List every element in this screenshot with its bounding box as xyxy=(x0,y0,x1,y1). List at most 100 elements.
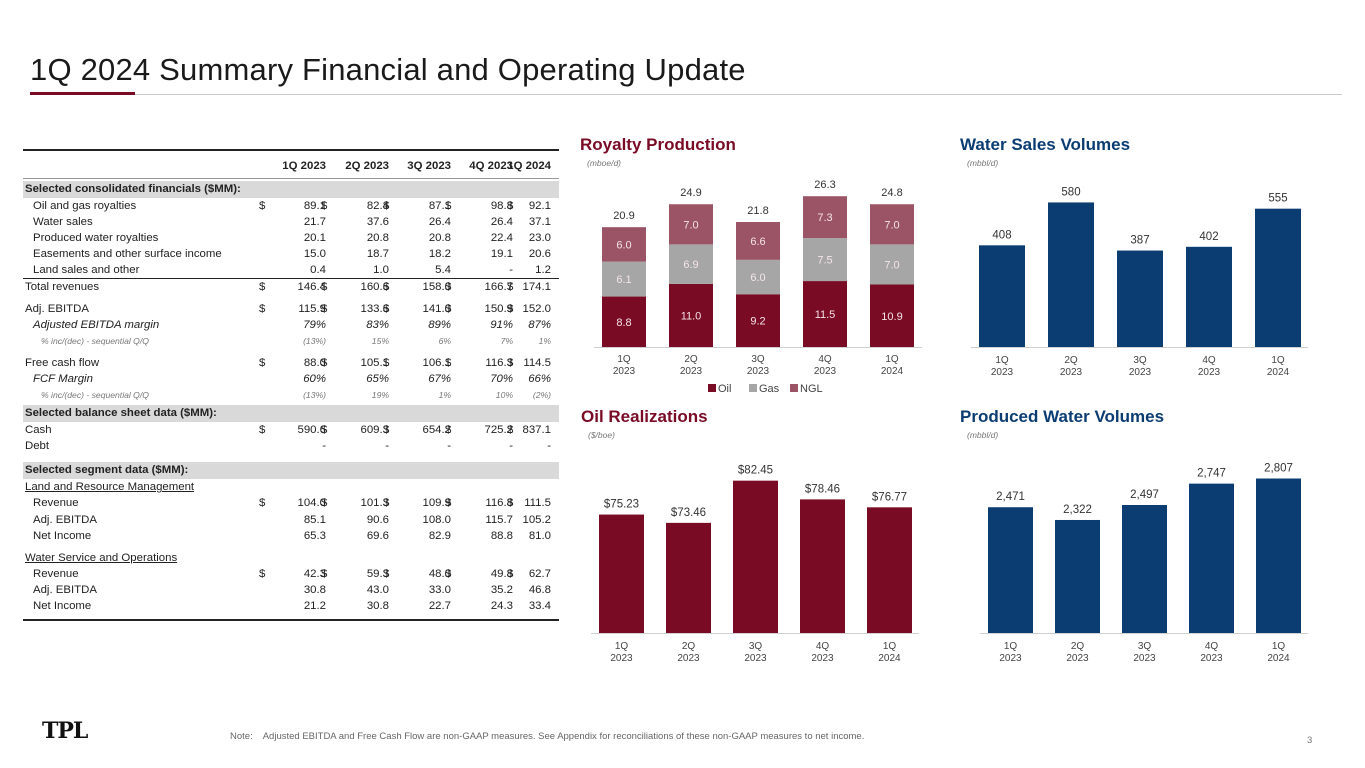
currency-symbol: $ xyxy=(259,356,266,369)
value-cell: 111.5 xyxy=(524,497,551,510)
currency-symbol: $ xyxy=(507,200,514,212)
row-label: Net Income xyxy=(33,599,92,612)
water-sales-volumes-chart: Water Sales Volumes (mbbl/d) 408 1Q 2023 58… xyxy=(960,135,1320,385)
value-cell: 89.1 xyxy=(303,200,326,212)
table-row: Free cash flow $88.0 $105.1 $106.1 $116.3 $11… xyxy=(23,355,559,371)
row-label: % inc/(dec) - sequential Q/Q xyxy=(41,335,149,346)
row-spacer xyxy=(23,454,559,460)
value-cell: 66% xyxy=(528,372,551,385)
row-label: Total revenues xyxy=(25,281,100,294)
row-label: Water sales xyxy=(33,216,93,229)
section-heading-label: Selected balance sheet data ($MM): xyxy=(25,407,217,420)
bar-segment-oil xyxy=(803,281,847,347)
chart-title: Produced Water Volumes xyxy=(960,407,1165,426)
value-cell: 837.1 xyxy=(522,424,551,437)
segment-label: 7.3 xyxy=(817,212,832,224)
value-cell: 89% xyxy=(428,318,451,331)
row-label: Adj. EBITDA xyxy=(25,302,89,315)
row-label: Land sales and other xyxy=(33,264,140,277)
value-cell: 83% xyxy=(366,318,389,331)
value-cell: 87% xyxy=(528,318,551,331)
row-label: Produced water royalties xyxy=(33,232,159,245)
currency-symbol: $ xyxy=(507,356,514,369)
value-cell: 20.8 xyxy=(428,232,451,245)
bar xyxy=(733,480,778,633)
segment-label: 11.0 xyxy=(681,310,702,322)
currency-symbol: $ xyxy=(383,281,390,294)
bar-segment-oil xyxy=(602,296,646,347)
table-row: Land sales and other 0.4 1.0 5.4 - 1.2 xyxy=(23,262,559,278)
title-accent-bar xyxy=(30,92,135,95)
value-cell: 108.0 xyxy=(422,513,451,526)
data-label: 580 xyxy=(1061,186,1080,198)
value-cell: 46.8 xyxy=(528,583,551,596)
segment-label: 6.0 xyxy=(616,239,631,251)
segment-label: 6.0 xyxy=(750,272,765,284)
currency-symbol: $ xyxy=(445,497,452,510)
currency-symbol: $ xyxy=(445,281,452,294)
currency-symbol: $ xyxy=(383,567,390,580)
currency-symbol: $ xyxy=(445,200,452,212)
value-cell: 20.6 xyxy=(528,248,551,261)
value-cell: 49.8 xyxy=(490,567,513,580)
value-cell: 22.7 xyxy=(428,599,451,612)
currency-symbol: $ xyxy=(321,302,328,315)
section-heading: Selected segment data ($MM): xyxy=(23,462,559,480)
value-cell: 725.2 xyxy=(484,424,513,437)
value-cell: 48.0 xyxy=(428,567,451,580)
x-tick-label: 4Q 2023 xyxy=(811,641,834,664)
row-label: Cash xyxy=(25,424,52,437)
currency-symbol: $ xyxy=(383,200,390,212)
value-cell: 19.1 xyxy=(490,248,513,261)
bar xyxy=(599,514,644,633)
bar xyxy=(867,507,912,633)
row-label: Oil and gas royalties xyxy=(33,200,137,212)
currency-symbol: $ xyxy=(383,424,390,437)
table-row: Revenue $42.3 $59.3 $48.0 $49.8 $62.7 xyxy=(23,566,559,582)
x-tick-label: 1Q 2024 xyxy=(881,354,904,377)
table-row: Easements and other surface income 15.0 18… xyxy=(23,246,559,262)
x-tick-label: 3Q 2023 xyxy=(1133,641,1156,664)
legend-label: Oil xyxy=(718,383,731,395)
section-heading-label: Selected segment data ($MM): xyxy=(25,464,189,477)
currency-symbol: $ xyxy=(507,424,514,437)
segment-label: 6.1 xyxy=(616,274,631,286)
value-cell: 105.2 xyxy=(522,513,551,526)
table-row: Revenue $104.0 $101.3 $109.9 $116.8 $111.5 xyxy=(23,495,559,511)
value-cell: 152.0 xyxy=(522,302,551,315)
table-header-row: 1Q 2023 2Q 2023 3Q 2023 4Q 2023 1Q 2024 xyxy=(23,151,559,179)
table-bottom-rule xyxy=(23,619,559,622)
value-cell: 18.2 xyxy=(428,248,451,261)
currency-symbol: $ xyxy=(507,497,514,510)
chart-plot: 2,471 1Q 2023 2,322 2Q 2023 2,497 3Q 2023 2,747 4Q… xyxy=(980,463,1308,664)
currency-symbol: $ xyxy=(321,281,328,294)
x-tick-label: 1Q 2023 xyxy=(999,641,1022,664)
value-cell: 59.3 xyxy=(366,567,389,580)
value-cell: 81.0 xyxy=(528,529,551,542)
value-cell: 37.1 xyxy=(528,216,551,229)
currency-symbol: $ xyxy=(507,302,514,315)
segment-label: 11.5 xyxy=(815,309,836,321)
chart-title: Royalty Production xyxy=(580,135,736,154)
value-cell: 109.9 xyxy=(422,497,451,510)
value-cell: 116.8 xyxy=(485,497,513,510)
data-label: 2,471 xyxy=(996,491,1025,503)
value-cell: 18.7 xyxy=(366,248,389,261)
x-tick-label: 1Q 2023 xyxy=(613,354,636,377)
currency-symbol: $ xyxy=(321,356,328,369)
value-cell: - xyxy=(322,440,326,453)
value-cell: 30.8 xyxy=(366,599,389,612)
value-cell: 21.7 xyxy=(303,216,326,229)
legend-swatch-oil xyxy=(708,384,716,392)
value-cell: 115.9 xyxy=(298,302,326,315)
value-cell: 90.6 xyxy=(366,513,389,526)
x-tick-label: 4Q 2023 xyxy=(1200,641,1223,664)
value-cell: 20.1 xyxy=(303,232,326,245)
value-cell: 104.0 xyxy=(297,497,326,510)
table-row: % inc/(dec) - sequential Q/Q (13%) 15% 6% 7%… xyxy=(23,333,559,349)
table-row: Adj. EBITDA $115.9 $133.6 $141.0 $150.9 $152.… xyxy=(23,301,559,317)
value-cell: 65.3 xyxy=(303,529,326,542)
x-tick-label: 2Q 2023 xyxy=(1066,641,1089,664)
table-row: Adjusted EBITDA margin 79% 83% 89% 91% 87% xyxy=(23,317,559,333)
value-cell: 1.0 xyxy=(373,264,389,277)
